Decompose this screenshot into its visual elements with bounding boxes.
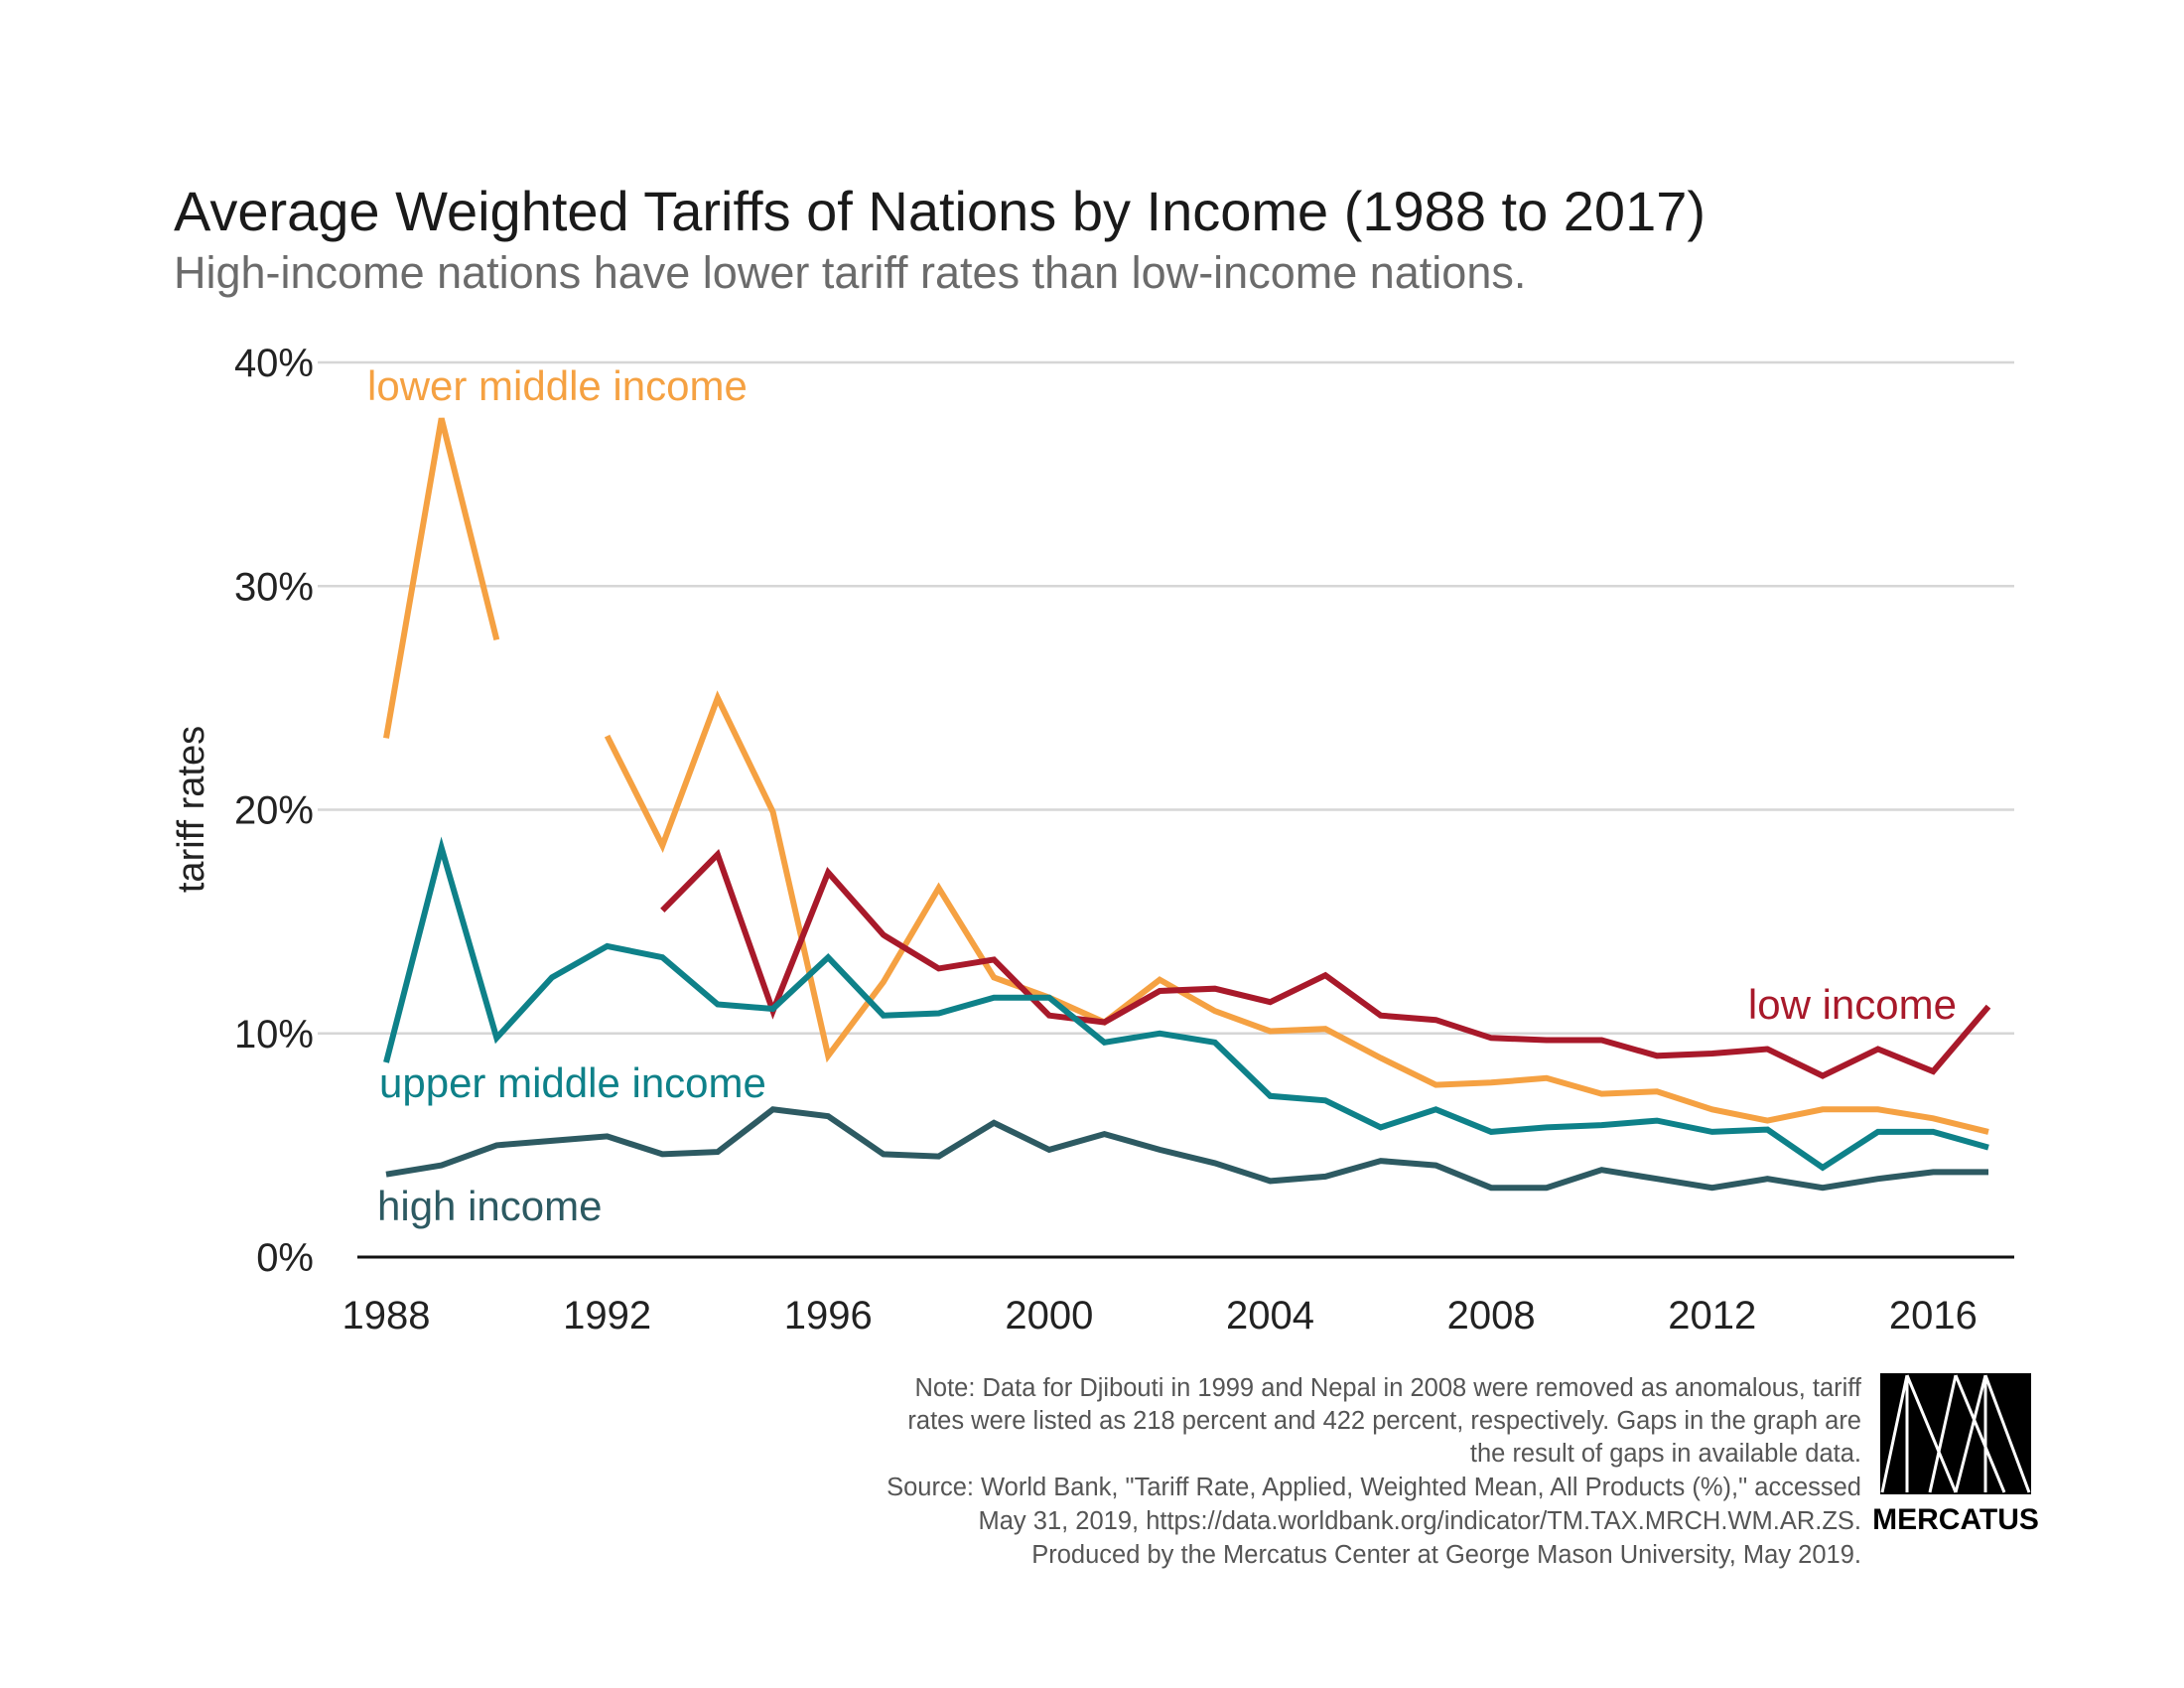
series-label-low-income: low income (1748, 981, 1957, 1028)
x-tick-label: 2000 (1005, 1294, 1093, 1337)
x-tick-label: 2004 (1226, 1294, 1314, 1337)
notes: Note: Data for Djibouti in 1999 and Nepa… (887, 1374, 1862, 1569)
series-line-low-income (660, 848, 1991, 1079)
y-tick-label: 10% (234, 1013, 314, 1056)
y-tick-label: 0% (256, 1236, 314, 1280)
x-tick-label: 2012 (1668, 1294, 1756, 1337)
note-line: Note: Data for Djibouti in 1999 and Nepa… (915, 1374, 1862, 1402)
x-axis-ticks: 1988 1992 1996 2000 2004 2008 2012 2016 (342, 1294, 1978, 1337)
source-line: May 31, 2019, https://data.worldbank.org… (979, 1507, 1862, 1535)
x-tick-label: 1988 (342, 1294, 431, 1337)
source-line: Source: World Bank, "Tariff Rate, Applie… (887, 1474, 1861, 1501)
mercatus-logo: MERCATUS (1872, 1373, 2039, 1536)
chart-title: Average Weighted Tariffs of Nations by I… (174, 180, 1706, 242)
series-label-high-income: high income (377, 1183, 602, 1229)
y-tick-label: 30% (234, 565, 314, 609)
y-tick-label: 20% (234, 789, 314, 833)
series-line-lower-middle-income (604, 690, 1989, 1135)
x-tick-label: 1992 (563, 1294, 651, 1337)
note-line: the result of gaps in available data. (1470, 1440, 1861, 1468)
series-line-high-income (385, 1106, 1988, 1192)
series-lines (383, 417, 1991, 1192)
gridlines (318, 360, 2014, 1259)
chart-subtitle: High-income nations have lower tariff ra… (174, 247, 1526, 298)
series-label-upper-middle-income: upper middle income (379, 1059, 766, 1106)
credit-line: Produced by the Mercatus Center at Georg… (1031, 1541, 1861, 1569)
y-axis-label: tariff rates (171, 726, 212, 893)
x-tick-label: 2016 (1889, 1294, 1978, 1337)
series-line-lower-middle-income (383, 417, 500, 739)
y-tick-label: 40% (234, 342, 314, 385)
series-line-upper-middle-income (383, 836, 1989, 1172)
note-line: rates were listed as 218 percent and 422… (907, 1407, 1861, 1435)
x-tick-label: 1996 (784, 1294, 873, 1337)
y-axis-ticks: 0% 10% 20% 30% 40% (234, 342, 314, 1280)
series-label-lower-middle-income: lower middle income (367, 362, 748, 409)
logo-text: MERCATUS (1872, 1503, 2039, 1536)
x-tick-label: 2008 (1447, 1294, 1536, 1337)
